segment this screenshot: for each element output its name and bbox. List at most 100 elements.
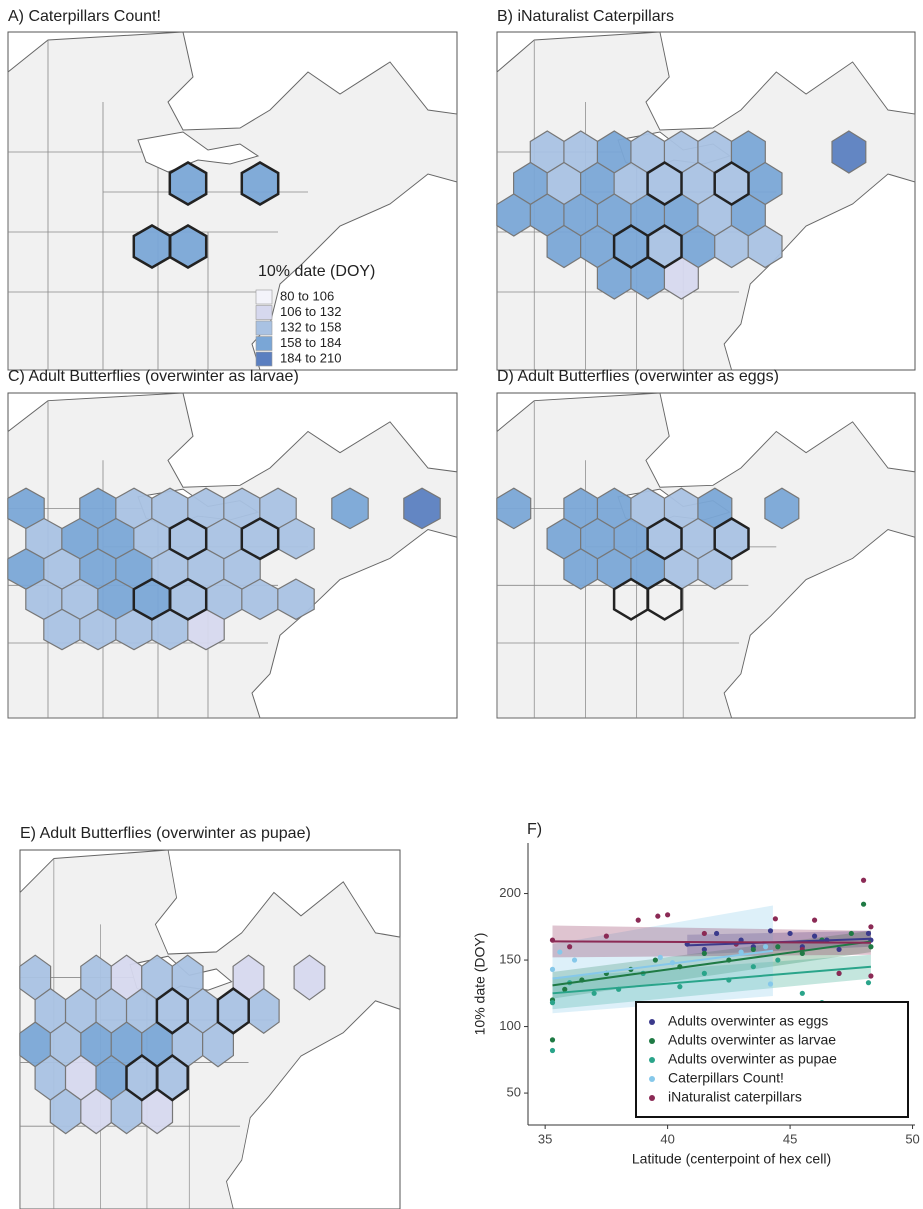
data-point bbox=[738, 949, 744, 955]
focal-hex bbox=[713, 161, 750, 206]
data-point bbox=[767, 928, 774, 934]
focal-hex bbox=[646, 161, 683, 206]
legend-label: iNaturalist caterpillars bbox=[668, 1089, 802, 1105]
fit-line bbox=[552, 940, 871, 944]
legend-swatch bbox=[255, 336, 273, 351]
hex-cell bbox=[764, 487, 800, 530]
data-point bbox=[677, 984, 683, 990]
focal-hex bbox=[155, 1053, 189, 1102]
data-point bbox=[557, 949, 563, 955]
y-tick-label: 150 bbox=[499, 951, 521, 966]
data-point bbox=[591, 990, 597, 996]
panel-title: F) bbox=[527, 821, 542, 838]
map bbox=[496, 392, 916, 719]
hex-cell bbox=[277, 578, 315, 621]
data-point bbox=[762, 944, 769, 950]
data-point bbox=[652, 957, 658, 963]
map bbox=[7, 392, 458, 719]
hex-cell bbox=[831, 130, 867, 174]
legend-box bbox=[635, 1001, 909, 1118]
legend-label: Adults overwinter as larvae bbox=[668, 1032, 836, 1048]
data-point bbox=[750, 964, 756, 970]
hex-cell bbox=[293, 954, 326, 1001]
data-point bbox=[775, 957, 781, 963]
data-point bbox=[714, 930, 720, 937]
legend-label: Caterpillars Count! bbox=[668, 1070, 784, 1086]
data-point bbox=[868, 924, 874, 930]
x-axis-title: Latitude (centerpoint of hex cell) bbox=[632, 1151, 831, 1167]
hex-cell bbox=[747, 224, 783, 269]
legend-swatch bbox=[255, 320, 273, 336]
legend-title: 10% date (DOY) bbox=[258, 263, 375, 280]
data-point bbox=[549, 1037, 556, 1043]
fit-line bbox=[552, 940, 872, 987]
y-tick-label: 50 bbox=[507, 1085, 521, 1100]
legend-marker bbox=[649, 1076, 655, 1082]
hex-cell bbox=[331, 487, 369, 530]
data-point bbox=[775, 944, 781, 950]
y-tick-label: 200 bbox=[499, 885, 521, 900]
legend-marker bbox=[649, 1019, 655, 1025]
focal-hex bbox=[168, 517, 208, 561]
data-point bbox=[860, 877, 867, 883]
y-axis-title: 10% date (DOY) bbox=[472, 933, 488, 1036]
focal-hex bbox=[240, 517, 280, 561]
focal-hex bbox=[240, 161, 280, 206]
data-point bbox=[865, 930, 872, 937]
data-point bbox=[772, 916, 778, 922]
data-point bbox=[603, 933, 609, 939]
data-point bbox=[562, 986, 568, 992]
data-point bbox=[549, 1000, 556, 1006]
data-point bbox=[701, 930, 707, 937]
x-tick-label: 35 bbox=[538, 1131, 552, 1146]
data-point bbox=[811, 933, 818, 939]
focal-hex bbox=[216, 987, 250, 1035]
focal-hex bbox=[155, 987, 189, 1035]
legend-label: Adults overwinter as eggs bbox=[668, 1013, 828, 1029]
data-point bbox=[836, 946, 842, 953]
panel-title: B) iNaturalist Caterpillars bbox=[497, 8, 674, 25]
focal-hex bbox=[168, 224, 208, 269]
data-point bbox=[655, 913, 661, 919]
data-point bbox=[836, 970, 842, 976]
data-point bbox=[549, 1047, 556, 1054]
panel-title: A) Caterpillars Count! bbox=[8, 8, 161, 25]
focal-hex bbox=[646, 577, 683, 621]
legend-label: Adults overwinter as pupae bbox=[668, 1051, 837, 1067]
legend-label: 158 to 184 bbox=[280, 335, 341, 350]
data-point bbox=[701, 946, 707, 953]
x-tick-label: 40 bbox=[660, 1131, 674, 1146]
confidence-band bbox=[552, 930, 871, 999]
data-point bbox=[635, 917, 641, 923]
focal-hex bbox=[646, 517, 683, 561]
legend-label: 132 to 158 bbox=[280, 319, 341, 334]
data-point bbox=[799, 950, 805, 957]
data-point bbox=[848, 930, 854, 937]
focal-hex bbox=[168, 577, 208, 621]
map bbox=[7, 31, 458, 371]
panel-title: C) Adult Butterflies (overwinter as larv… bbox=[8, 368, 299, 385]
data-point bbox=[799, 990, 805, 996]
data-point bbox=[811, 917, 818, 923]
legend-label: 106 to 132 bbox=[280, 304, 341, 319]
x-tick-label: 45 bbox=[783, 1131, 797, 1146]
legend-label: 184 to 210 bbox=[280, 350, 341, 365]
confidence-band bbox=[552, 954, 871, 1010]
fit-line bbox=[552, 949, 774, 980]
data-point bbox=[701, 970, 707, 976]
legend-marker bbox=[649, 1038, 655, 1044]
data-point bbox=[787, 930, 793, 937]
data-point bbox=[571, 957, 578, 963]
data-point bbox=[567, 944, 573, 950]
data-point bbox=[665, 912, 671, 918]
data-point bbox=[750, 946, 756, 953]
panel-title: E) Adult Butterflies (overwinter as pupa… bbox=[20, 825, 311, 842]
data-point bbox=[860, 901, 867, 907]
x-tick-label: 50 bbox=[905, 1131, 919, 1146]
focal-hex bbox=[713, 517, 750, 561]
data-point bbox=[767, 981, 774, 987]
legend-marker bbox=[649, 1095, 655, 1101]
legend-marker bbox=[649, 1057, 655, 1063]
y-tick-label: 100 bbox=[499, 1018, 521, 1033]
